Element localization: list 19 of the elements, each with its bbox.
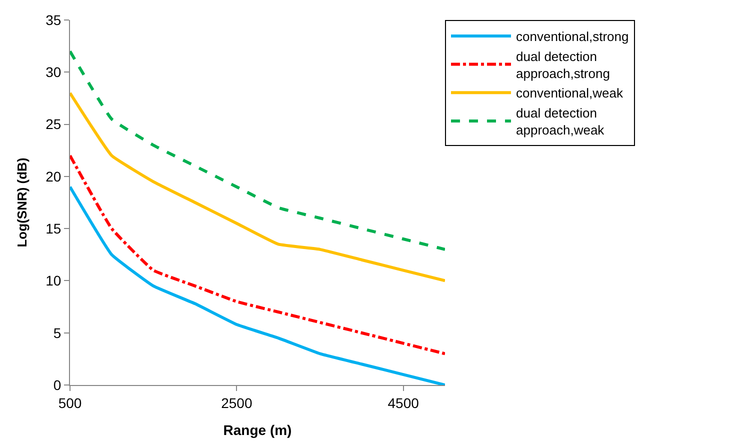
x-tick-label: 2500 xyxy=(221,394,252,411)
line-series xyxy=(70,50,445,251)
x-tick-label: 4500 xyxy=(388,394,420,411)
y-tick-label: 35 xyxy=(46,12,62,28)
y-tick-label: 10 xyxy=(46,272,62,289)
line-series xyxy=(70,154,445,356)
y-tick-label: 30 xyxy=(46,64,62,80)
y-tick-label: 15 xyxy=(46,220,62,236)
y-tick-label: 25 xyxy=(46,116,62,132)
legend-label: dual detection approach,weak xyxy=(516,106,605,138)
y-tick-label: 0 xyxy=(53,376,62,393)
y-tick-label: 20 xyxy=(46,168,62,184)
legend-label: conventional,strong xyxy=(516,29,629,44)
x-tick-label: 500 xyxy=(58,394,82,411)
line-series xyxy=(70,92,445,282)
legend-label: conventional,weak xyxy=(516,86,624,101)
y-tick-label: 5 xyxy=(53,324,62,341)
x-axis-title: Range (m) xyxy=(223,422,292,438)
y-axis-title: Log(SNR) (dB) xyxy=(14,158,30,248)
